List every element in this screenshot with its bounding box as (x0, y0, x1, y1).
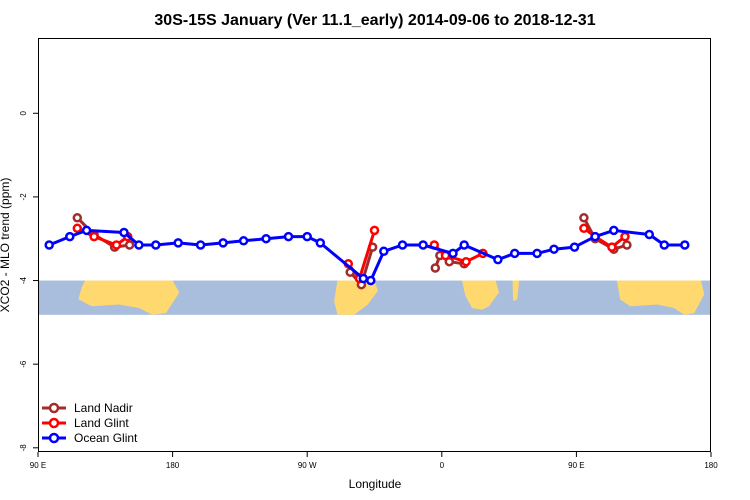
chart-title: 30S-15S January (Ver 11.1_early) 2014-09… (154, 12, 595, 29)
data-point-land-glint (369, 225, 380, 236)
data-point-land-nadir (622, 240, 632, 250)
data-point-ocean-glint (549, 244, 559, 254)
legend-label: Land Nadir (74, 401, 133, 415)
data-point-land-nadir (579, 213, 589, 223)
x-tick-label: 90 E (30, 461, 46, 470)
data-point-ocean-glint (609, 225, 619, 236)
legend-item-ocean-glint: Ocean Glint (42, 431, 138, 445)
data-point-ocean-glint (448, 248, 458, 259)
data-point-ocean-glint (315, 238, 326, 248)
data-point-ocean-glint (195, 240, 206, 250)
data-point-land-glint (461, 256, 471, 267)
data-point-land-glint (89, 231, 99, 242)
data-point-ocean-glint (44, 240, 54, 250)
x-tick-label: 180 (166, 461, 180, 470)
data-point-ocean-glint (366, 275, 376, 286)
series-line-land-glint-3 (583, 227, 626, 249)
plot-frame (38, 38, 711, 452)
y-tick-label: -2 (19, 193, 28, 201)
data-point-ocean-glint (119, 227, 129, 238)
x-axis-label: Longitude (349, 477, 402, 491)
data-point-ocean-glint (569, 242, 580, 252)
legend-item-land-nadir: Land Nadir (42, 401, 133, 415)
x-tick-label: 0 (440, 461, 445, 470)
data-point-ocean-glint (659, 240, 670, 250)
legend-label: Ocean Glint (74, 431, 138, 445)
legend-marker (48, 402, 60, 414)
data-point-ocean-glint (218, 238, 228, 248)
data-point-ocean-glint (261, 233, 271, 244)
data-point-ocean-glint (418, 240, 428, 250)
data-point-ocean-glint (680, 240, 690, 250)
x-tick-label: 90 W (298, 461, 317, 470)
series-layer (44, 213, 690, 290)
data-point-ocean-glint (590, 231, 600, 242)
data-point-ocean-glint (532, 248, 542, 259)
land-madagascar (512, 280, 520, 302)
y-tick-label: 0 (19, 110, 28, 115)
land-australia-east (616, 280, 705, 315)
data-point-ocean-glint (173, 238, 183, 248)
y-axis: 0 -2 -4 -6 -8 (19, 110, 38, 451)
data-point-land-nadir (124, 240, 135, 250)
data-point-ocean-glint (493, 254, 503, 265)
data-point-ocean-glint (151, 240, 161, 250)
x-tick-label: 180 (704, 461, 718, 470)
y-axis-label: XCO2 - MLO trend (ppm) (0, 178, 12, 313)
data-point-ocean-glint (459, 240, 469, 250)
data-point-ocean-glint (302, 231, 312, 242)
legend-marker (48, 417, 60, 429)
land-africa (462, 280, 499, 310)
series-ocean-glint (44, 225, 690, 286)
x-axis: 90 E 180 90 W 0 90 E 180 (30, 452, 718, 470)
data-point-ocean-glint (397, 240, 408, 250)
data-point-land-glint (579, 223, 589, 234)
data-point-land-glint (607, 242, 617, 252)
legend-marker (48, 432, 60, 444)
data-point-ocean-glint (238, 236, 249, 246)
data-point-ocean-glint (134, 240, 144, 250)
data-point-ocean-glint (65, 231, 75, 242)
x-tick-label: 90 E (568, 461, 584, 470)
data-point-ocean-glint (358, 273, 369, 284)
data-point-ocean-glint (81, 225, 92, 236)
y-tick-label: -6 (19, 360, 28, 368)
map-strip (38, 280, 711, 315)
y-tick-label: -8 (19, 444, 28, 452)
land-south-america (334, 280, 378, 315)
data-point-land-glint (620, 231, 630, 242)
data-point-land-glint (72, 223, 83, 234)
legend-item-land-glint: Land Glint (42, 416, 129, 430)
y-tick-label: -4 (19, 276, 28, 284)
data-point-ocean-glint (283, 231, 294, 242)
legend-label: Land Glint (74, 416, 129, 430)
data-point-ocean-glint (644, 229, 655, 240)
data-point-land-glint (111, 240, 122, 250)
data-point-ocean-glint (379, 246, 389, 257)
data-point-ocean-glint (509, 248, 520, 259)
data-point-land-nadir (430, 263, 441, 273)
data-point-land-nadir (72, 213, 83, 223)
land-australia-west (78, 280, 180, 315)
